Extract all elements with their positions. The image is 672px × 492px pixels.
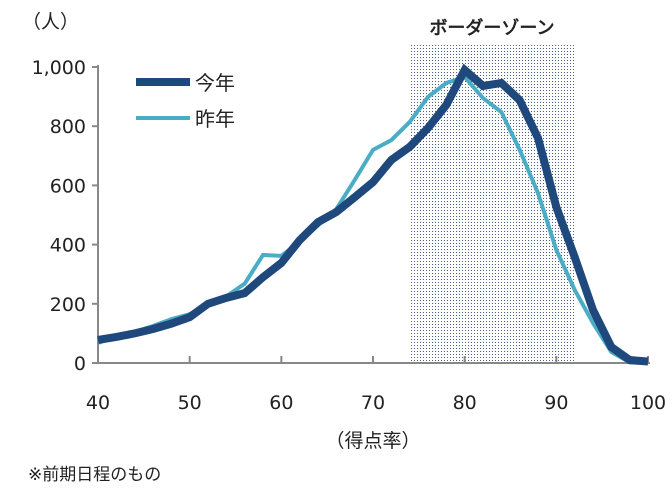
legend-label: 今年: [195, 71, 235, 95]
x-tick-label: 80: [453, 392, 477, 414]
legend-label: 昨年: [195, 107, 235, 131]
y-tick-label: 200: [50, 294, 86, 316]
shaded-region-label: ボーダーゾーン: [429, 17, 554, 39]
border-zone-shade: [409, 45, 575, 363]
x-axis-label: （得点率）: [325, 430, 420, 452]
x-tick-label: 50: [178, 392, 202, 414]
series-line-this-year: [97, 63, 649, 366]
footnote: ※前期日程のもの: [28, 465, 162, 485]
y-tick-label: 0: [74, 353, 86, 375]
y-tick-label: 600: [50, 175, 86, 197]
y-axis-label: （人）: [22, 11, 79, 33]
x-tick-label: 90: [544, 392, 568, 414]
y-tick-label: 800: [50, 116, 86, 138]
y-tick-label: 400: [50, 235, 86, 257]
x-tick-label: 100: [630, 392, 666, 414]
y-tick-label: 1,000: [32, 57, 86, 79]
x-tick-label: 40: [86, 392, 110, 414]
x-tick-label: 60: [269, 392, 293, 414]
x-tick-label: 70: [361, 392, 385, 414]
